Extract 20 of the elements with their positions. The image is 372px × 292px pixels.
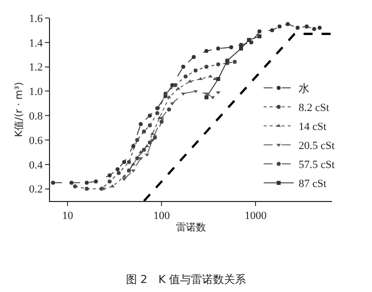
y-tick-label: 0.2 <box>29 184 43 196</box>
y-tick-label: 0.8 <box>29 110 44 122</box>
legend-label: 87 cSt <box>298 178 326 190</box>
x-axis-title: 雷诺数 <box>176 222 206 234</box>
x-tick-label: 1000 <box>244 210 268 222</box>
y-tick-label: 0.4 <box>29 159 44 172</box>
x-tick-label: 100 <box>153 210 170 222</box>
y-tick-label: 1.4 <box>29 37 44 50</box>
legend-label: 水 <box>298 82 310 96</box>
text: 图 2 K 值与雷诺数关系 <box>126 273 246 286</box>
y-tick-label: 0.6 <box>29 134 44 147</box>
legend-label: 8.2 cSt <box>298 102 330 114</box>
legend-label: 20.5 cSt <box>298 140 335 152</box>
y-tick-label: 1.2 <box>29 62 43 74</box>
legend-label: 14 cSt <box>298 121 326 134</box>
x-tick-label: 10 <box>62 210 74 222</box>
legend-label: 57.5 cSt <box>298 159 335 172</box>
y-tick-label: 1.0 <box>29 86 44 98</box>
y-tick-label: 1.6 <box>29 12 44 25</box>
y-axis-title: K值/(r · m³) <box>14 82 26 138</box>
